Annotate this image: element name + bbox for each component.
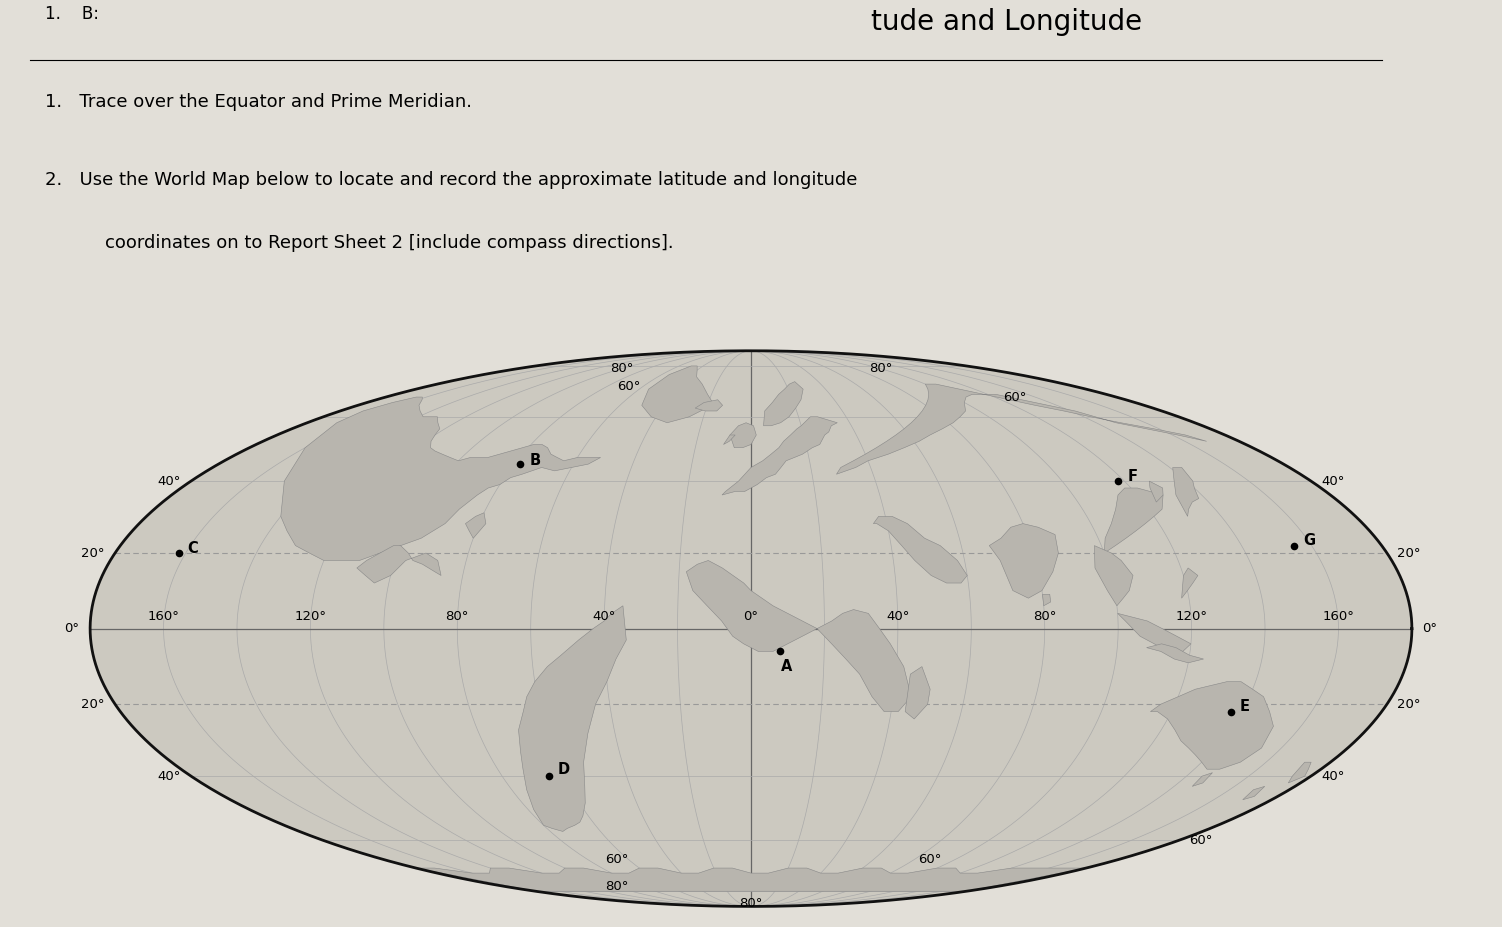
Text: C: C [188,540,198,555]
Text: 20°: 20° [81,547,105,560]
Text: A: A [781,659,792,674]
Text: 40°: 40° [158,475,180,488]
Polygon shape [1042,594,1051,605]
Text: 1.    B:: 1. B: [45,6,99,23]
Text: 60°: 60° [1003,391,1026,404]
Polygon shape [1146,644,1203,663]
Text: 80°: 80° [739,897,763,910]
Text: 80°: 80° [868,362,892,375]
Polygon shape [518,605,626,832]
Text: 120°: 120° [1176,610,1208,623]
Polygon shape [1117,614,1191,652]
Text: 40°: 40° [158,769,180,782]
Text: 80°: 80° [605,880,628,893]
Polygon shape [724,435,734,444]
Text: 2.   Use the World Map below to locate and record the approximate latitude and l: 2. Use the World Map below to locate and… [45,171,858,189]
Text: 160°: 160° [1323,610,1355,623]
Polygon shape [1242,786,1265,800]
Polygon shape [1151,681,1274,769]
Polygon shape [641,366,712,423]
Text: 40°: 40° [886,610,910,623]
Polygon shape [837,384,1206,475]
Text: 20°: 20° [1397,698,1421,711]
Polygon shape [1182,568,1199,598]
Polygon shape [695,400,722,411]
Polygon shape [281,397,601,561]
Polygon shape [722,417,837,495]
Text: 0°: 0° [743,610,759,623]
Text: 60°: 60° [1190,834,1212,847]
Polygon shape [90,350,1412,907]
Polygon shape [686,561,912,712]
Text: 40°: 40° [1322,769,1344,782]
Text: G: G [1304,533,1316,548]
Polygon shape [416,868,1086,891]
Text: E: E [1241,699,1250,715]
Text: 20°: 20° [81,698,105,711]
Polygon shape [1104,488,1163,553]
Polygon shape [906,667,930,719]
Text: 120°: 120° [294,610,326,623]
Polygon shape [990,524,1059,598]
Text: B: B [529,452,541,467]
Polygon shape [1173,467,1199,516]
Text: 0°: 0° [1422,622,1437,635]
Polygon shape [357,546,442,583]
Polygon shape [466,513,485,539]
Text: 60°: 60° [918,853,942,866]
Text: F: F [1126,469,1137,484]
Text: 60°: 60° [617,380,641,393]
Polygon shape [1095,546,1133,605]
Text: 80°: 80° [1033,610,1056,623]
Polygon shape [1289,762,1311,783]
Polygon shape [1149,481,1163,502]
Text: tude and Longitude: tude and Longitude [871,7,1143,36]
Polygon shape [1193,773,1212,786]
Text: 40°: 40° [592,610,616,623]
Text: 1.   Trace over the Equator and Prime Meridian.: 1. Trace over the Equator and Prime Meri… [45,94,472,111]
Text: 80°: 80° [446,610,469,623]
Text: 160°: 160° [147,610,179,623]
Text: 40°: 40° [1322,475,1344,488]
Polygon shape [730,423,757,448]
Text: 0°: 0° [65,622,80,635]
Text: 20°: 20° [1397,547,1421,560]
Text: D: D [557,762,569,778]
Text: 80°: 80° [610,362,634,375]
Text: 60°: 60° [605,853,629,866]
Polygon shape [873,516,967,583]
Text: coordinates on to Report Sheet 2 [include compass directions].: coordinates on to Report Sheet 2 [includ… [105,234,674,251]
Polygon shape [763,382,804,425]
